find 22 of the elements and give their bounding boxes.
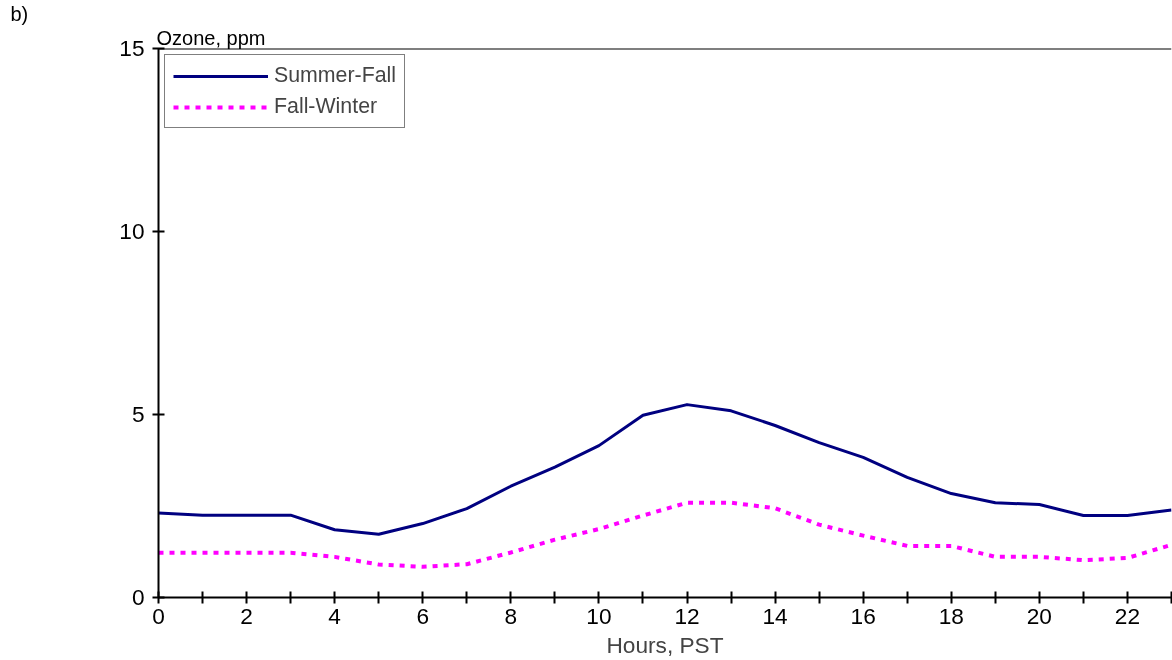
y-tick-label: 0: [131, 584, 145, 610]
y-tick-label: 5: [131, 401, 145, 427]
x-tick-label: 4: [328, 602, 341, 629]
y-tick-label: 15: [119, 35, 145, 61]
x-tick-label: 10: [586, 602, 612, 629]
x-tick-label: 18: [938, 602, 964, 629]
line-series: [158, 403, 1172, 536]
legend-label: Fall-Winter: [274, 94, 378, 119]
y-axis-title: Ozone, ppm: [156, 26, 266, 49]
legend-label: Summer-Fall: [274, 63, 397, 88]
x-tick-label: 22: [1114, 602, 1141, 629]
x-tick-label: 6: [416, 602, 430, 629]
x-tick-label: 14: [762, 602, 788, 629]
x-tick-label: 16: [850, 602, 876, 629]
text: b): [10, 2, 29, 25]
x-tick-label: 20: [1026, 602, 1052, 629]
x-axis-title: Hours, PST: [606, 631, 724, 658]
x-tick-label: 0: [152, 602, 165, 629]
x-tick-label: 12: [674, 602, 700, 629]
y-tick-label: 10: [119, 218, 145, 244]
x-tick-label: 8: [504, 602, 518, 629]
x-tick-label: 2: [240, 602, 253, 629]
